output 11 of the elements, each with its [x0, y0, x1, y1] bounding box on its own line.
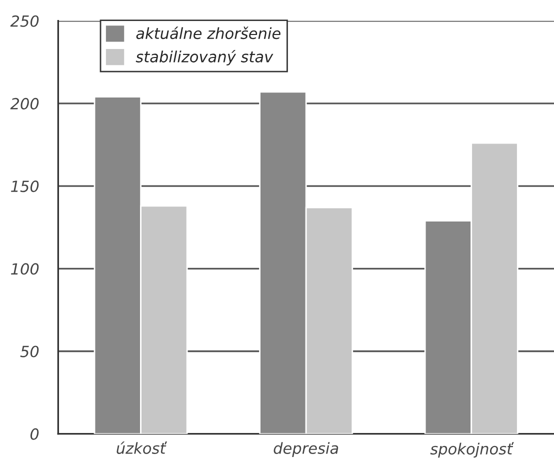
x-tick-label: úzkosť	[116, 442, 168, 454]
y-tick-label: 200	[10, 98, 39, 110]
y-tick-label: 0	[30, 428, 39, 440]
legend-label: stabilizovaný stav	[136, 50, 274, 66]
x-tick-label: spokojnosť	[430, 442, 514, 458]
y-tick-label: 250	[10, 15, 39, 27]
x-tick-label: depresia	[274, 442, 338, 457]
y-tick-label: 150	[11, 180, 39, 192]
y-tick-label: 50	[20, 346, 39, 358]
y-tick-label: 100	[11, 263, 39, 275]
legend-label: aktuálne zhoršenie	[136, 26, 280, 40]
